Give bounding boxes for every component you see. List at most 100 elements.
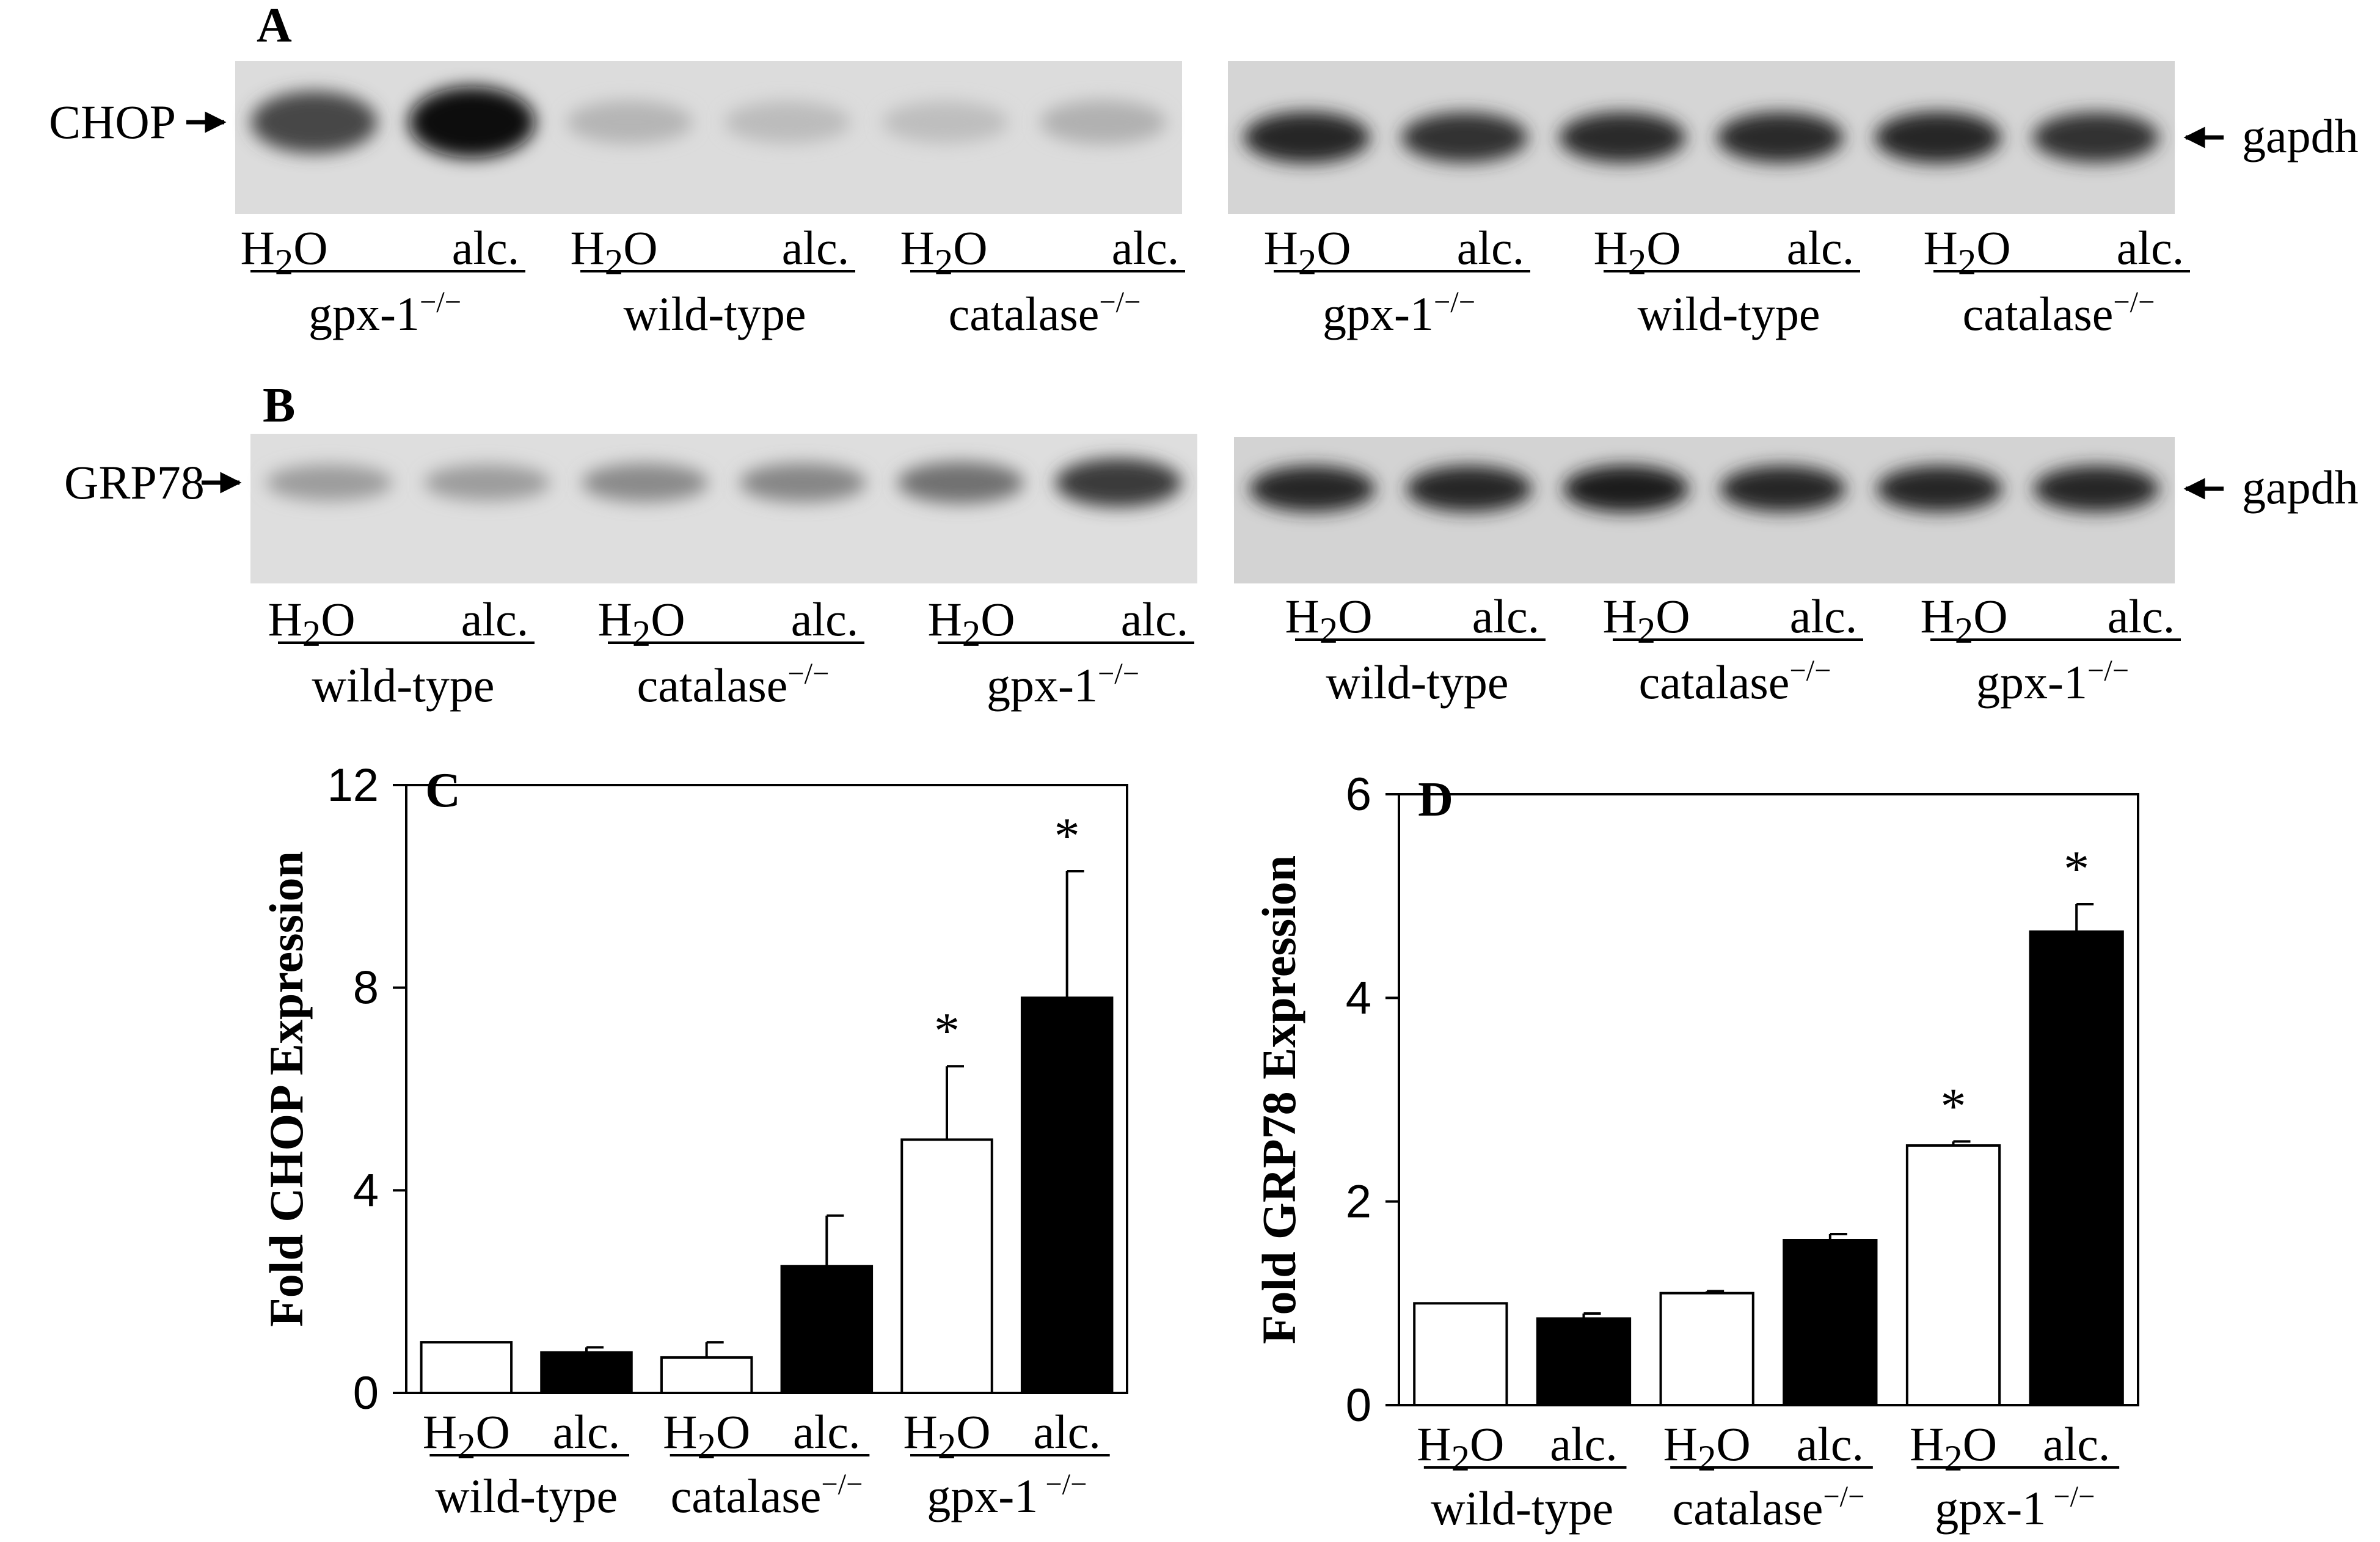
lane-label: H2O [1602, 590, 1690, 651]
group-label: wild-type [1431, 1482, 1613, 1535]
blot-band [739, 463, 866, 502]
blot-band [1249, 466, 1375, 512]
blot-band [1055, 458, 1182, 507]
x-tick-label: H2O [423, 1405, 510, 1467]
lane-label: alc. [782, 221, 849, 274]
lane-label: H2O [1593, 221, 1681, 283]
blot-chop: H2O alc. H2O alc. H2O alc. gpx-1−/− wild-type ca… [49, 61, 1185, 340]
bar [420, 1341, 513, 1394]
bar [780, 1265, 874, 1394]
blot-band [1559, 112, 1686, 163]
bar [1413, 1302, 1508, 1406]
lane-label: alc. [1112, 221, 1179, 274]
blot-band [566, 100, 693, 144]
y-tick-label: 6 [1346, 769, 1371, 820]
blot-band [2032, 112, 2159, 163]
chart-grp78-expression: D 0 2 4 6 Fold GRP78 Expression H2O alc. H2O alc.… [1252, 769, 2139, 1535]
blot-band [1401, 112, 1528, 163]
marker-label: CHOP [49, 95, 176, 148]
bar [1020, 996, 1114, 1394]
bar [1905, 1144, 2001, 1406]
y-tick-label: 0 [353, 1367, 379, 1419]
y-axis-label: Fold CHOP Expression [260, 851, 313, 1327]
x-tick-label: alc. [793, 1405, 860, 1458]
group-label: gpx-1−/− [987, 657, 1139, 712]
significance-mark: * [1941, 1078, 1966, 1135]
group-label: gpx-1−/− [1976, 654, 2129, 709]
blot-band [724, 101, 851, 144]
lane-label: alc. [2117, 221, 2184, 274]
blot-band [582, 463, 709, 502]
x-tick-label: H2O [903, 1405, 990, 1467]
group-label: wild-type [312, 659, 495, 712]
lane-label: H2O [597, 593, 685, 654]
group-label: gpx-1 −/− [927, 1468, 1087, 1522]
x-tick-label: alc. [553, 1405, 620, 1458]
bar [660, 1356, 753, 1394]
blot-band [897, 461, 1024, 504]
blot-band [266, 464, 393, 501]
group-label: wild-type [435, 1469, 618, 1522]
bar [540, 1351, 633, 1395]
x-tick-label: alc. [1550, 1417, 1617, 1471]
plot-frame [1398, 793, 2139, 1406]
lane-label: H2O [900, 221, 987, 283]
lane-label: alc. [1472, 590, 1539, 643]
lane-label: H2O [1923, 221, 2010, 283]
blot-grp78: H2O alc. H2O alc. H2O alc. wild-type catalase−/… [64, 434, 1197, 712]
blot-band [1720, 466, 1845, 512]
significance-mark: * [2064, 841, 2089, 897]
blot-gapdh-b: H2O alc. H2O alc. H2O alc. wild-type catalase−/… [1234, 437, 2359, 709]
lane-label: H2O [1920, 590, 2007, 651]
blot-band [1877, 466, 2002, 512]
lane-label: H2O [927, 593, 1015, 654]
x-tick-label: alc. [1797, 1417, 1864, 1471]
blot-gapdh-a: H2O alc. H2O alc. H2O alc. gpx-1−/− wild-type ca… [1228, 61, 2359, 340]
lane-label: H2O [1263, 221, 1351, 283]
x-tick-label: H2O [1910, 1417, 1997, 1479]
blot-membrane [250, 434, 1197, 583]
blot-band [2034, 466, 2159, 512]
group-label: catalase−/− [1963, 286, 2155, 340]
marker-label: GRP78 [64, 456, 205, 509]
group-label: catalase−/− [637, 657, 830, 712]
blot-band [1040, 100, 1167, 144]
lane-label: alc. [1787, 221, 1854, 274]
blot-band [1563, 465, 1689, 513]
group-label: catalase−/− [1673, 1480, 1865, 1535]
lane-label: alc. [1457, 221, 1524, 274]
lane-label: H2O [570, 221, 657, 283]
marker-label: gapdh [2242, 109, 2359, 163]
group-label: wild-type [1638, 287, 1820, 340]
blot-band [1406, 466, 1532, 512]
lane-label: alc. [1790, 590, 1857, 643]
blot-band [424, 464, 550, 501]
x-tick-label: H2O [1417, 1417, 1504, 1479]
blot-band [1875, 111, 2001, 164]
lane-label: alc. [1121, 593, 1188, 646]
lane-label: alc. [452, 221, 519, 274]
blot-band [409, 86, 535, 158]
panel-letter: D [1418, 773, 1453, 827]
x-tick-label: alc. [1033, 1405, 1100, 1458]
bar [2029, 930, 2124, 1406]
blot-band [1243, 111, 1370, 164]
group-label: gpx-1 −/− [1935, 1480, 2095, 1535]
lane-label: alc. [791, 593, 858, 646]
significance-mark: * [1054, 808, 1080, 864]
significance-mark: * [934, 1003, 960, 1059]
y-tick-label: 0 [1346, 1379, 1371, 1431]
panel-letter-b: B [263, 379, 295, 433]
group-label: catalase−/− [949, 286, 1141, 340]
blot-band [882, 101, 1009, 144]
bar [1659, 1292, 1754, 1407]
blot-membrane [235, 61, 1182, 214]
bar [1536, 1317, 1632, 1406]
bar [1783, 1239, 1878, 1406]
chart-chop-expression: C 0 4 8 12 Fold CHOP Expression H2O alc. H2O alc.… [260, 759, 1128, 1522]
lane-label: H2O [1285, 590, 1372, 651]
y-tick-label: 4 [1346, 972, 1371, 1024]
group-label: wild-type [1326, 656, 1509, 709]
y-tick-label: 4 [353, 1164, 379, 1216]
group-label: catalase−/− [671, 1468, 863, 1522]
